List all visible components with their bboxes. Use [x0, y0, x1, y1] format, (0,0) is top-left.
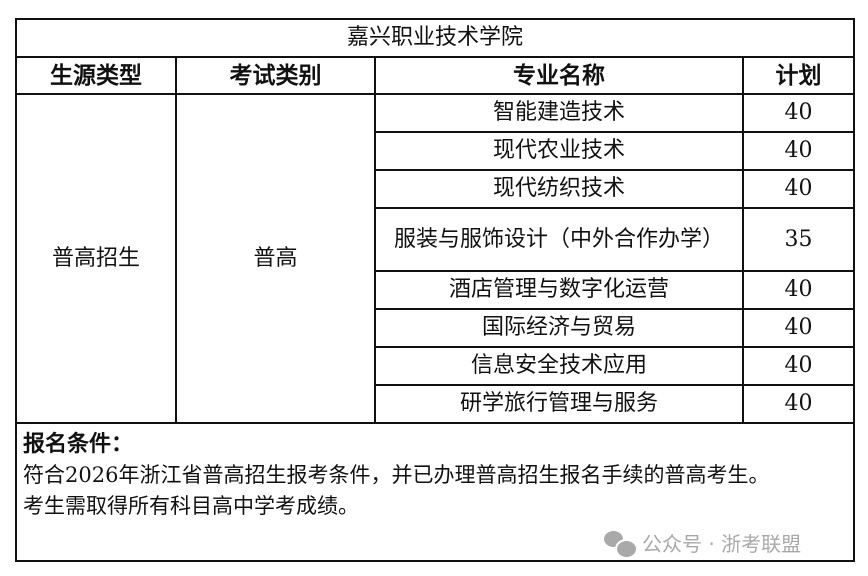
- table-row: 信息安全技术应用 40: [16, 346, 856, 386]
- major-cell: 国际经济与贸易: [374, 308, 744, 348]
- major-cell: 现代农业技术: [374, 131, 744, 171]
- plan-cell: 40: [741, 131, 856, 171]
- header-major: 专业名称: [374, 56, 744, 95]
- wechat-icon: [604, 530, 638, 559]
- plan-cell: 40: [741, 346, 856, 386]
- table-row: 服装与服饰设计（中外合作办学） 35: [16, 207, 856, 272]
- major-cell: 智能建造技术: [374, 93, 744, 133]
- source-type-cell: 普高招生: [15, 93, 177, 424]
- major-cell: 现代纺织技术: [374, 169, 744, 209]
- plan-cell: 40: [741, 384, 856, 424]
- header-exam-category: 考试类别: [175, 56, 376, 95]
- header-plan: 计划: [741, 56, 856, 95]
- table-row: 现代农业技术 40: [16, 131, 856, 171]
- major-cell: 信息安全技术应用: [374, 346, 744, 386]
- admission-plan-table: 嘉兴职业技术学院 生源类型 考试类别 专业名称 计划 普高招生 普高 智能建造技…: [14, 18, 856, 562]
- table-row: 现代纺织技术 40: [16, 169, 856, 209]
- plan-cell: 40: [741, 169, 856, 209]
- exam-category-cell: 普高: [175, 93, 376, 424]
- table-row: 普高招生 普高 智能建造技术 40: [15, 93, 856, 424]
- plan-cell: 35: [741, 207, 856, 272]
- major-cell: 服装与服饰设计（中外合作办学）: [374, 207, 744, 272]
- table-row: 国际经济与贸易 40: [16, 308, 856, 348]
- conditions-title: 报名条件：: [23, 432, 134, 457]
- conditions-cell: 报名条件： 符合2026年浙江省普高招生报考条件，并已办理普高招生报名手续的普高…: [14, 422, 856, 562]
- major-cell: 研学旅行管理与服务: [374, 384, 744, 424]
- watermark: 公众号 · 浙考联盟: [604, 528, 802, 559]
- header-source-type: 生源类型: [15, 56, 177, 95]
- watermark-text: 公众号 · 浙考联盟: [642, 532, 802, 556]
- plan-cell: 40: [741, 308, 856, 348]
- table-row: 酒店管理与数字化运营 40: [16, 270, 856, 310]
- condition-line: 符合2026年浙江省普高招生报考条件，并已办理普高招生报名手续的普高考生。: [23, 463, 770, 487]
- condition-line: 考生需取得所有科目高中学考成绩。: [23, 494, 359, 518]
- plan-cell: 40: [741, 93, 856, 133]
- plan-cell: 40: [741, 270, 856, 310]
- table-title: 嘉兴职业技术学院: [14, 18, 856, 58]
- major-cell: 酒店管理与数字化运营: [374, 270, 744, 310]
- table-row: 研学旅行管理与服务 40: [16, 384, 856, 424]
